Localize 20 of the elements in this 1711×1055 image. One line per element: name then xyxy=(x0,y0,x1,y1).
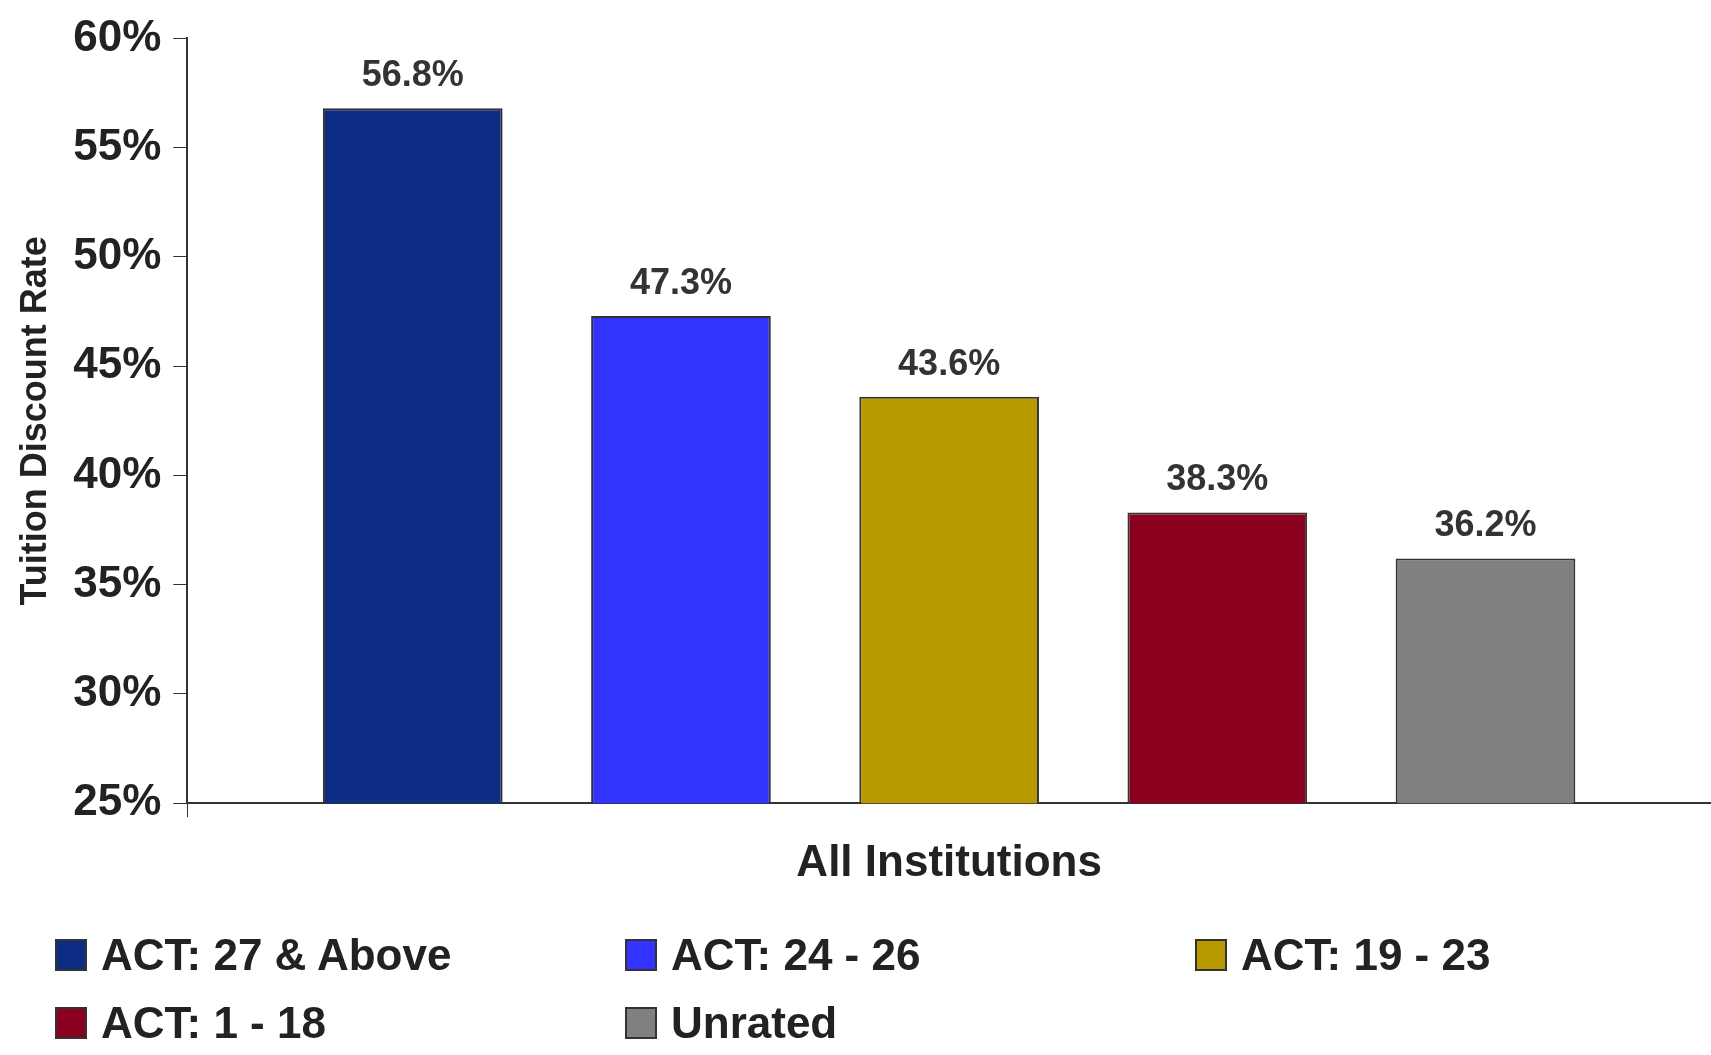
x-tick-label: All Institutions xyxy=(796,835,1102,885)
y-tick-label: 35% xyxy=(73,556,162,606)
data-label: 43.6% xyxy=(898,341,1001,383)
data-label: 38.3% xyxy=(1166,457,1269,499)
legend-label: Unrated xyxy=(671,998,838,1048)
y-tick-label: 60% xyxy=(73,10,162,60)
legend-label: ACT: 1 - 18 xyxy=(101,998,326,1048)
y-tick-label: 55% xyxy=(73,119,162,169)
legend-label: ACT: 27 & Above xyxy=(101,930,452,980)
y-tick-label: 50% xyxy=(73,229,162,279)
data-label: 56.8% xyxy=(361,53,464,95)
data-label: 36.2% xyxy=(1434,503,1537,545)
y-axis-title: Tuition Discount Rate xyxy=(12,236,54,606)
y-tick-label: 40% xyxy=(73,447,162,497)
data-label: 47.3% xyxy=(629,260,732,302)
y-tick-label: 45% xyxy=(73,338,162,388)
y-tick-label: 30% xyxy=(73,666,162,716)
legend-label: ACT: 24 - 26 xyxy=(671,930,921,980)
legend-label: ACT: 19 - 23 xyxy=(1241,930,1491,980)
y-tick-label: 25% xyxy=(73,775,162,825)
